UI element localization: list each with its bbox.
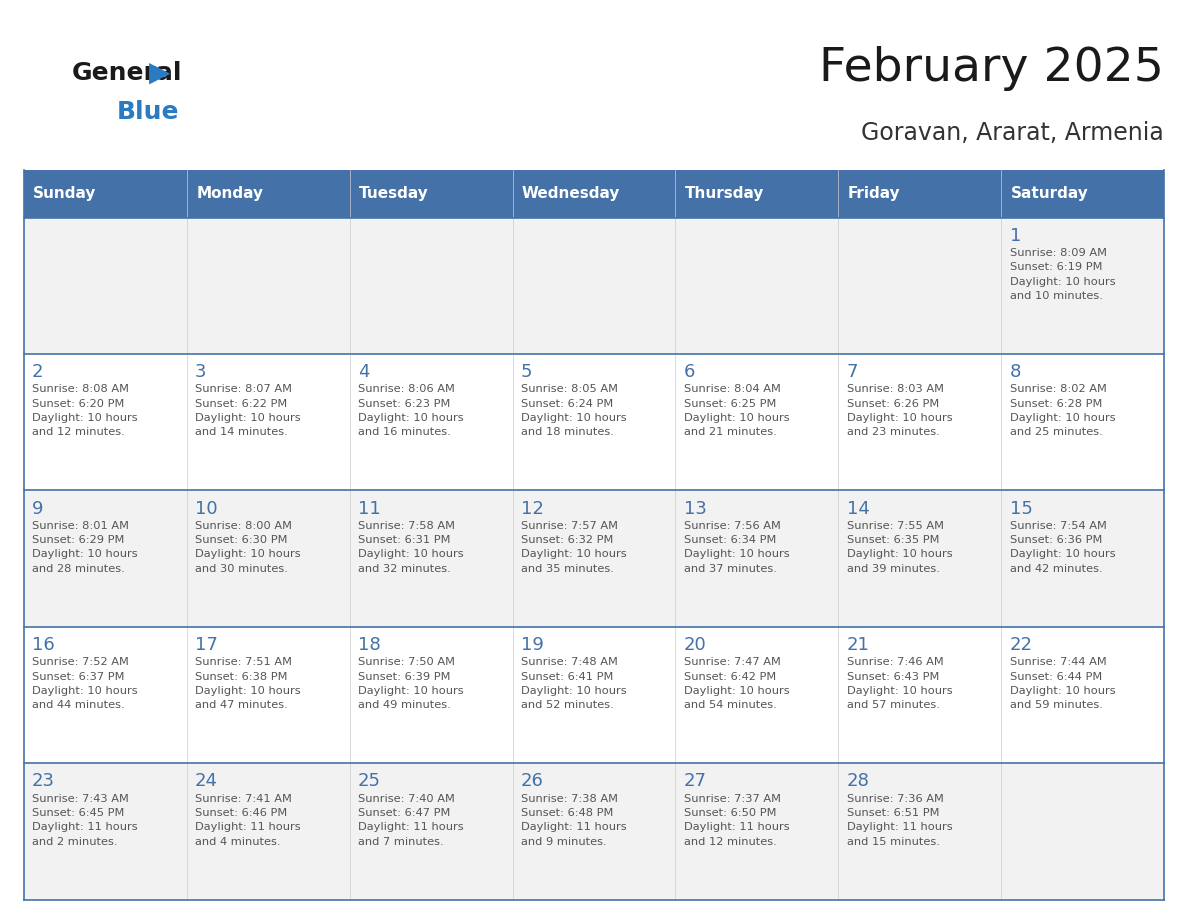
Text: Saturday: Saturday xyxy=(1011,186,1088,201)
Text: 24: 24 xyxy=(195,772,219,790)
Text: Sunrise: 8:04 AM
Sunset: 6:25 PM
Daylight: 10 hours
and 21 minutes.: Sunrise: 8:04 AM Sunset: 6:25 PM Dayligh… xyxy=(684,385,789,438)
Text: 12: 12 xyxy=(520,499,544,518)
Text: Sunrise: 7:51 AM
Sunset: 6:38 PM
Daylight: 10 hours
and 47 minutes.: Sunrise: 7:51 AM Sunset: 6:38 PM Dayligh… xyxy=(195,657,301,711)
Text: 17: 17 xyxy=(195,636,217,654)
Text: Sunrise: 7:36 AM
Sunset: 6:51 PM
Daylight: 11 hours
and 15 minutes.: Sunrise: 7:36 AM Sunset: 6:51 PM Dayligh… xyxy=(847,793,953,846)
Text: Sunrise: 7:41 AM
Sunset: 6:46 PM
Daylight: 11 hours
and 4 minutes.: Sunrise: 7:41 AM Sunset: 6:46 PM Dayligh… xyxy=(195,793,301,846)
Text: Sunrise: 7:40 AM
Sunset: 6:47 PM
Daylight: 11 hours
and 7 minutes.: Sunrise: 7:40 AM Sunset: 6:47 PM Dayligh… xyxy=(358,793,463,846)
Text: 13: 13 xyxy=(684,499,707,518)
Text: 14: 14 xyxy=(847,499,870,518)
Bar xyxy=(24,354,1164,490)
Text: Sunrise: 7:48 AM
Sunset: 6:41 PM
Daylight: 10 hours
and 52 minutes.: Sunrise: 7:48 AM Sunset: 6:41 PM Dayligh… xyxy=(520,657,626,711)
Text: Sunrise: 8:07 AM
Sunset: 6:22 PM
Daylight: 10 hours
and 14 minutes.: Sunrise: 8:07 AM Sunset: 6:22 PM Dayligh… xyxy=(195,385,301,438)
Bar xyxy=(24,490,1164,627)
Text: Thursday: Thursday xyxy=(685,186,764,201)
Text: Sunrise: 7:56 AM
Sunset: 6:34 PM
Daylight: 10 hours
and 37 minutes.: Sunrise: 7:56 AM Sunset: 6:34 PM Dayligh… xyxy=(684,521,789,574)
Text: February 2025: February 2025 xyxy=(820,46,1164,92)
Text: 22: 22 xyxy=(1010,636,1032,654)
Text: 25: 25 xyxy=(358,772,381,790)
Text: Sunrise: 7:58 AM
Sunset: 6:31 PM
Daylight: 10 hours
and 32 minutes.: Sunrise: 7:58 AM Sunset: 6:31 PM Dayligh… xyxy=(358,521,463,574)
Text: ▶: ▶ xyxy=(148,59,170,86)
Text: 2: 2 xyxy=(32,364,44,381)
Text: Sunrise: 7:47 AM
Sunset: 6:42 PM
Daylight: 10 hours
and 54 minutes.: Sunrise: 7:47 AM Sunset: 6:42 PM Dayligh… xyxy=(684,657,789,711)
Text: 6: 6 xyxy=(684,364,695,381)
Text: 15: 15 xyxy=(1010,499,1032,518)
Text: Monday: Monday xyxy=(196,186,264,201)
Text: Sunrise: 7:55 AM
Sunset: 6:35 PM
Daylight: 10 hours
and 39 minutes.: Sunrise: 7:55 AM Sunset: 6:35 PM Dayligh… xyxy=(847,521,953,574)
Bar xyxy=(24,170,1164,218)
Text: 21: 21 xyxy=(847,636,870,654)
Text: 9: 9 xyxy=(32,499,44,518)
Text: Wednesday: Wednesday xyxy=(522,186,620,201)
Text: Sunrise: 7:44 AM
Sunset: 6:44 PM
Daylight: 10 hours
and 59 minutes.: Sunrise: 7:44 AM Sunset: 6:44 PM Dayligh… xyxy=(1010,657,1116,711)
Bar xyxy=(24,218,1164,354)
Text: 7: 7 xyxy=(847,364,858,381)
Text: Sunrise: 7:43 AM
Sunset: 6:45 PM
Daylight: 11 hours
and 2 minutes.: Sunrise: 7:43 AM Sunset: 6:45 PM Dayligh… xyxy=(32,793,138,846)
Text: 20: 20 xyxy=(684,636,707,654)
Text: Sunrise: 7:50 AM
Sunset: 6:39 PM
Daylight: 10 hours
and 49 minutes.: Sunrise: 7:50 AM Sunset: 6:39 PM Dayligh… xyxy=(358,657,463,711)
Text: Sunrise: 8:06 AM
Sunset: 6:23 PM
Daylight: 10 hours
and 16 minutes.: Sunrise: 8:06 AM Sunset: 6:23 PM Dayligh… xyxy=(358,385,463,438)
Text: Sunday: Sunday xyxy=(33,186,96,201)
Text: 4: 4 xyxy=(358,364,369,381)
Text: 19: 19 xyxy=(520,636,544,654)
Text: 26: 26 xyxy=(520,772,544,790)
Text: Goravan, Ararat, Armenia: Goravan, Ararat, Armenia xyxy=(861,121,1164,145)
Text: 8: 8 xyxy=(1010,364,1020,381)
Text: Sunrise: 7:52 AM
Sunset: 6:37 PM
Daylight: 10 hours
and 44 minutes.: Sunrise: 7:52 AM Sunset: 6:37 PM Dayligh… xyxy=(32,657,138,711)
Text: 11: 11 xyxy=(358,499,380,518)
Text: Blue: Blue xyxy=(116,100,179,124)
Text: Sunrise: 7:37 AM
Sunset: 6:50 PM
Daylight: 11 hours
and 12 minutes.: Sunrise: 7:37 AM Sunset: 6:50 PM Dayligh… xyxy=(684,793,789,846)
Text: 16: 16 xyxy=(32,636,55,654)
Text: Sunrise: 7:54 AM
Sunset: 6:36 PM
Daylight: 10 hours
and 42 minutes.: Sunrise: 7:54 AM Sunset: 6:36 PM Dayligh… xyxy=(1010,521,1116,574)
Text: 1: 1 xyxy=(1010,227,1020,245)
Text: 18: 18 xyxy=(358,636,380,654)
Text: Tuesday: Tuesday xyxy=(359,186,429,201)
Text: Sunrise: 8:01 AM
Sunset: 6:29 PM
Daylight: 10 hours
and 28 minutes.: Sunrise: 8:01 AM Sunset: 6:29 PM Dayligh… xyxy=(32,521,138,574)
Text: Sunrise: 8:00 AM
Sunset: 6:30 PM
Daylight: 10 hours
and 30 minutes.: Sunrise: 8:00 AM Sunset: 6:30 PM Dayligh… xyxy=(195,521,301,574)
Text: Sunrise: 8:08 AM
Sunset: 6:20 PM
Daylight: 10 hours
and 12 minutes.: Sunrise: 8:08 AM Sunset: 6:20 PM Dayligh… xyxy=(32,385,138,438)
Text: 28: 28 xyxy=(847,772,870,790)
Text: Friday: Friday xyxy=(848,186,901,201)
Text: Sunrise: 7:38 AM
Sunset: 6:48 PM
Daylight: 11 hours
and 9 minutes.: Sunrise: 7:38 AM Sunset: 6:48 PM Dayligh… xyxy=(520,793,626,846)
Text: 3: 3 xyxy=(195,364,207,381)
Text: 5: 5 xyxy=(520,364,532,381)
Text: Sunrise: 8:03 AM
Sunset: 6:26 PM
Daylight: 10 hours
and 23 minutes.: Sunrise: 8:03 AM Sunset: 6:26 PM Dayligh… xyxy=(847,385,953,438)
Text: Sunrise: 7:57 AM
Sunset: 6:32 PM
Daylight: 10 hours
and 35 minutes.: Sunrise: 7:57 AM Sunset: 6:32 PM Dayligh… xyxy=(520,521,626,574)
Bar xyxy=(24,763,1164,900)
Text: 10: 10 xyxy=(195,499,217,518)
Text: 27: 27 xyxy=(684,772,707,790)
Text: Sunrise: 7:46 AM
Sunset: 6:43 PM
Daylight: 10 hours
and 57 minutes.: Sunrise: 7:46 AM Sunset: 6:43 PM Dayligh… xyxy=(847,657,953,711)
Bar xyxy=(24,627,1164,763)
Text: 23: 23 xyxy=(32,772,55,790)
Text: General: General xyxy=(71,62,182,85)
Text: Sunrise: 8:09 AM
Sunset: 6:19 PM
Daylight: 10 hours
and 10 minutes.: Sunrise: 8:09 AM Sunset: 6:19 PM Dayligh… xyxy=(1010,248,1116,301)
Text: Sunrise: 8:05 AM
Sunset: 6:24 PM
Daylight: 10 hours
and 18 minutes.: Sunrise: 8:05 AM Sunset: 6:24 PM Dayligh… xyxy=(520,385,626,438)
Text: Sunrise: 8:02 AM
Sunset: 6:28 PM
Daylight: 10 hours
and 25 minutes.: Sunrise: 8:02 AM Sunset: 6:28 PM Dayligh… xyxy=(1010,385,1116,438)
